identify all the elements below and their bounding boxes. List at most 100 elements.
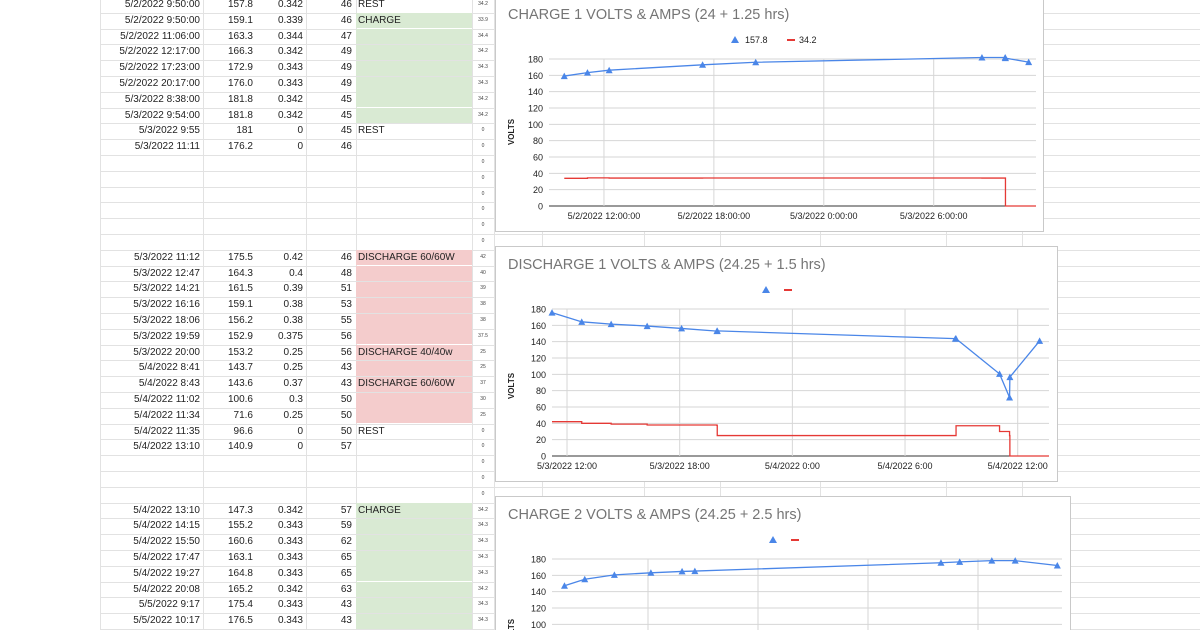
cell-volts[interactable]: 163.3 bbox=[227, 30, 253, 42]
cell-temp[interactable]: 49 bbox=[340, 62, 352, 74]
cell-amps-x100[interactable]: 34.2 bbox=[478, 585, 488, 592]
volts-point-marker[interactable] bbox=[699, 61, 707, 68]
cell-amps[interactable]: 0.3 bbox=[289, 394, 303, 405]
cell-volts[interactable]: 160.6 bbox=[227, 536, 253, 548]
volts-point-marker[interactable] bbox=[988, 557, 996, 564]
chart-charge-1[interactable]: CHARGE 1 VOLTS & AMPS (24 + 1.25 hrs) 0 2… bbox=[495, 0, 1044, 232]
cell-note[interactable] bbox=[358, 266, 470, 282]
volts-point-marker[interactable] bbox=[643, 322, 651, 330]
cell-amps-x100[interactable]: 42 bbox=[480, 253, 486, 260]
cell-note[interactable] bbox=[358, 297, 470, 313]
cell-volts[interactable]: 161.5 bbox=[227, 283, 253, 295]
cell-note[interactable] bbox=[358, 44, 470, 60]
cell-note[interactable] bbox=[358, 534, 470, 550]
volts-point-marker[interactable] bbox=[937, 559, 945, 566]
cell-amps-x100[interactable]: 34.3 bbox=[478, 80, 488, 86]
volts-point-marker[interactable] bbox=[605, 66, 613, 74]
cell-amps[interactable]: 0.4 bbox=[289, 267, 303, 279]
cell-volts[interactable]: 143.7 bbox=[227, 362, 253, 374]
cell-volts[interactable]: 163.1 bbox=[227, 552, 253, 563]
cell-amps[interactable]: 0 bbox=[297, 425, 303, 437]
cell-timestamp[interactable]: 5/4/2022 20:08 bbox=[133, 583, 200, 595]
cell-amps-x100[interactable]: 0 bbox=[481, 222, 485, 229]
cell-amps-x100[interactable]: 34.3 bbox=[478, 538, 488, 545]
cell-timestamp[interactable]: 5/2/2022 12:17:00 bbox=[119, 46, 200, 58]
volts-point-marker[interactable] bbox=[752, 58, 760, 66]
cell-temp[interactable]: 48 bbox=[340, 267, 352, 279]
cell-note[interactable] bbox=[358, 92, 470, 108]
cell-amps[interactable]: 0.342 bbox=[277, 583, 303, 595]
cell-note[interactable] bbox=[358, 60, 470, 76]
cell-volts[interactable]: 156.2 bbox=[227, 315, 253, 326]
cell-volts[interactable]: 147.3 bbox=[227, 504, 253, 516]
cell-note[interactable] bbox=[358, 139, 470, 155]
volts-point-marker[interactable] bbox=[1001, 54, 1009, 62]
cell-amps-x100[interactable]: 38 bbox=[480, 317, 486, 323]
cell-volts[interactable]: 166.3 bbox=[227, 46, 253, 58]
cell-note[interactable]: DISCHARGE 60/60W bbox=[358, 251, 455, 263]
cell-temp[interactable]: 59 bbox=[340, 520, 352, 532]
cell-temp[interactable]: 45 bbox=[340, 125, 352, 137]
cell-volts[interactable]: 176.5 bbox=[227, 615, 253, 627]
cell-amps[interactable]: 0.375 bbox=[277, 330, 303, 342]
cell-temp[interactable]: 46 bbox=[340, 141, 352, 153]
cell-amps-x100[interactable]: 0 bbox=[481, 427, 485, 434]
volts-point-marker[interactable] bbox=[952, 335, 960, 342]
cell-timestamp[interactable]: 5/4/2022 11:34 bbox=[134, 409, 200, 421]
cell-amps-x100[interactable]: 0 bbox=[481, 159, 485, 165]
cell-note[interactable] bbox=[358, 613, 470, 629]
cell-amps[interactable]: 0.344 bbox=[277, 30, 303, 42]
cell-amps-x100[interactable]: 0 bbox=[481, 206, 485, 213]
cell-note[interactable]: DISCHARGE 60/60W bbox=[358, 378, 455, 390]
cell-timestamp[interactable]: 5/3/2022 14:21 bbox=[133, 283, 200, 295]
cell-amps-x100[interactable]: 0 bbox=[481, 459, 485, 466]
cell-note[interactable]: CHARGE bbox=[358, 504, 401, 516]
cell-timestamp[interactable]: 5/5/2022 9:17 bbox=[138, 599, 200, 611]
cell-amps[interactable]: 0.343 bbox=[277, 536, 303, 548]
cell-amps-x100[interactable]: 34.3 bbox=[478, 554, 488, 560]
volts-point-marker[interactable] bbox=[713, 327, 721, 334]
cell-temp[interactable]: 53 bbox=[340, 299, 352, 311]
cell-amps-x100[interactable]: 40 bbox=[480, 269, 486, 276]
cell-volts[interactable]: 181.8 bbox=[227, 109, 253, 121]
cell-amps[interactable]: 0.39 bbox=[283, 283, 303, 295]
cell-note[interactable] bbox=[358, 76, 470, 92]
cell-note[interactable]: REST bbox=[358, 125, 385, 137]
cell-amps[interactable]: 0.343 bbox=[277, 615, 303, 627]
cell-timestamp[interactable]: 5/2/2022 9:50:00 bbox=[124, 14, 200, 26]
cell-note[interactable] bbox=[358, 392, 470, 408]
cell-amps-x100[interactable]: 25 bbox=[480, 348, 486, 355]
cell-note[interactable] bbox=[358, 408, 470, 424]
cell-amps-x100[interactable]: 0 bbox=[481, 443, 485, 450]
volts-point-marker[interactable] bbox=[607, 320, 615, 328]
cell-note[interactable] bbox=[358, 439, 470, 455]
volts-point-marker[interactable] bbox=[581, 575, 589, 583]
cell-volts[interactable]: 164.8 bbox=[227, 567, 253, 579]
cell-timestamp[interactable]: 5/4/2022 17:47 bbox=[133, 552, 200, 563]
volts-point-marker[interactable] bbox=[560, 582, 568, 589]
volts-point-marker[interactable] bbox=[1053, 562, 1061, 569]
cell-amps-x100[interactable]: 37.5 bbox=[478, 332, 488, 339]
cell-temp[interactable]: 65 bbox=[340, 567, 352, 579]
cell-note[interactable] bbox=[358, 597, 470, 613]
cell-amps-x100[interactable]: 34.3 bbox=[478, 601, 488, 608]
cell-amps-x100[interactable]: 39 bbox=[480, 285, 486, 292]
cell-temp[interactable]: 43 bbox=[340, 599, 352, 611]
cell-temp[interactable]: 45 bbox=[340, 93, 352, 105]
cell-amps-x100[interactable]: 0 bbox=[481, 190, 485, 197]
cell-volts[interactable]: 181 bbox=[236, 125, 253, 137]
cell-amps[interactable]: 0.25 bbox=[283, 346, 303, 358]
cell-temp[interactable]: 65 bbox=[340, 552, 352, 563]
volts-point-marker[interactable] bbox=[583, 69, 591, 76]
volts-point-marker[interactable] bbox=[1036, 337, 1044, 344]
cell-amps-x100[interactable]: 37 bbox=[480, 380, 486, 387]
cell-amps[interactable]: 0.343 bbox=[277, 567, 303, 579]
cell-volts[interactable]: 152.9 bbox=[227, 330, 253, 342]
cell-timestamp[interactable]: 5/4/2022 11:02 bbox=[134, 394, 200, 405]
volts-point-marker[interactable] bbox=[996, 370, 1004, 377]
cell-amps[interactable]: 0.342 bbox=[277, 93, 303, 105]
cell-amps[interactable]: 0.342 bbox=[277, 0, 303, 10]
volts-point-marker[interactable] bbox=[1006, 373, 1014, 381]
chart-charge-2[interactable]: CHARGE 2 VOLTS & AMPS (24.25 + 2.5 hrs) … bbox=[495, 496, 1071, 630]
volts-point-marker[interactable] bbox=[1011, 557, 1019, 564]
